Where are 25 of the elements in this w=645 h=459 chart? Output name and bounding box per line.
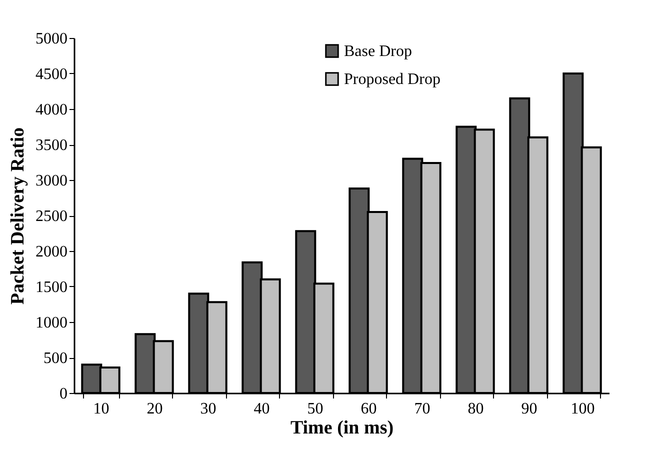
y-tick-label: 4000 [36, 102, 68, 118]
x-tick-label: 80 [468, 400, 484, 418]
y-tick-label: 4500 [36, 66, 68, 83]
y-tick-label: 2500 [36, 208, 68, 225]
y-tick-label: 5000 [36, 30, 68, 48]
y-tick-label: 1000 [36, 314, 68, 332]
x-tick-label: 30 [200, 400, 216, 418]
x-axis-title: Time (in ms) [290, 418, 394, 438]
x-tick-label: 50 [307, 400, 324, 418]
y-tick-label: 3500 [36, 137, 68, 154]
x-tick-label: 90 [521, 400, 538, 418]
x-tick-label: 60 [360, 400, 377, 418]
x-tick-label: 100 [570, 400, 595, 418]
legend-label: Base Drop [344, 43, 412, 60]
x-tick-label: 20 [146, 400, 163, 418]
legend-label: Proposed Drop [344, 71, 440, 88]
y-axis-title: Packet Delivery Ratio [8, 127, 28, 305]
y-tick-label: 1500 [36, 279, 68, 296]
x-tick-label: 10 [93, 400, 110, 418]
x-tick-label: 40 [254, 400, 270, 418]
y-tick-label: 2000 [36, 244, 68, 260]
y-tick-label: 3000 [36, 172, 68, 190]
y-tick-label: 500 [44, 350, 68, 367]
y-tick-label: 0 [60, 386, 68, 402]
x-tick-label: 70 [414, 400, 430, 418]
